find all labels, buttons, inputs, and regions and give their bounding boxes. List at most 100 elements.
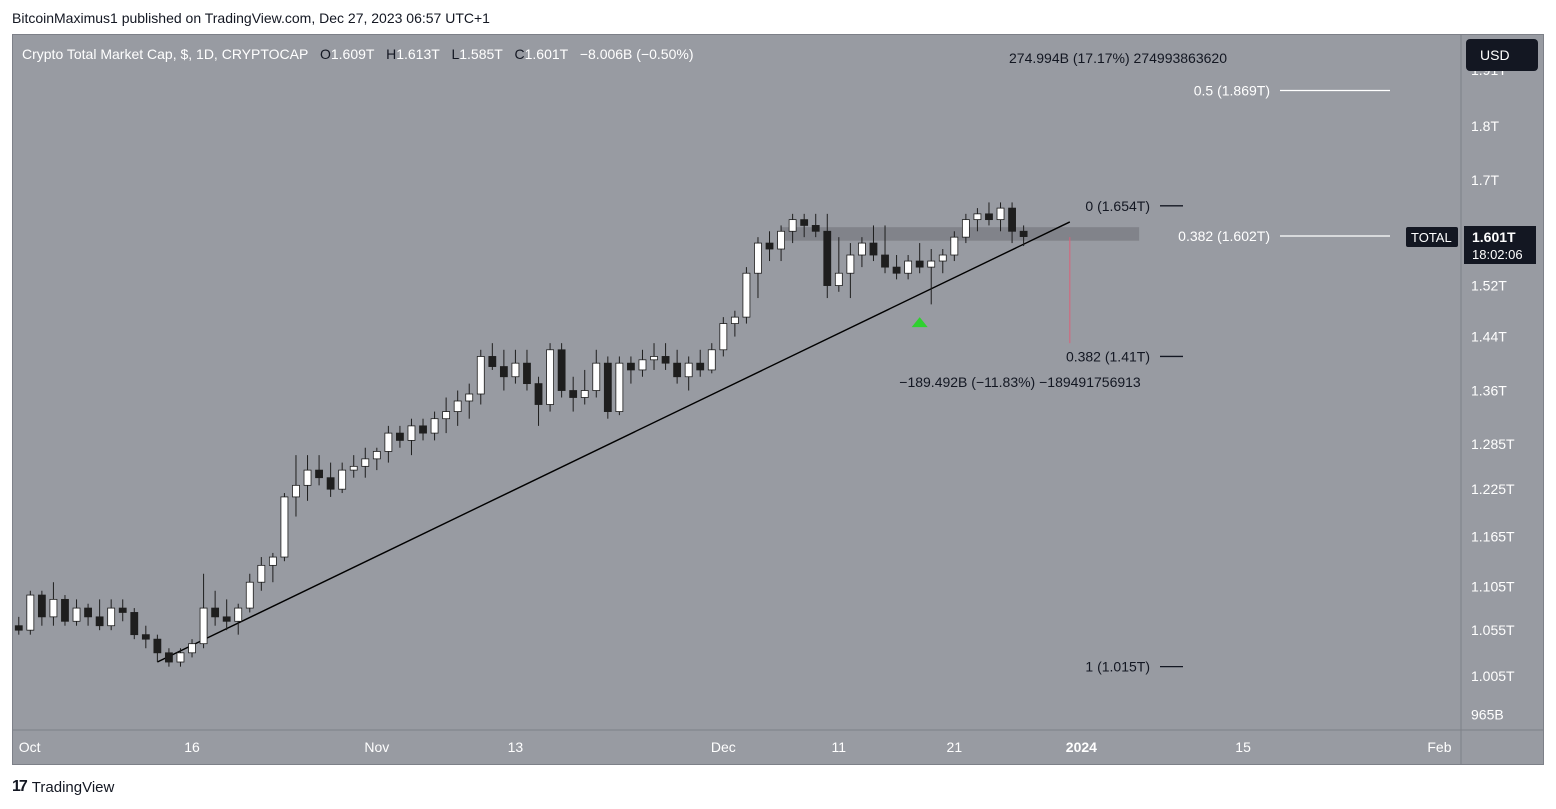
candle-body xyxy=(915,260,924,268)
legend-low: 1.585T xyxy=(459,46,503,62)
candle-up xyxy=(188,639,196,658)
candle-body xyxy=(927,260,936,268)
candle-down xyxy=(915,243,924,274)
candle-up xyxy=(49,582,58,626)
candle-body xyxy=(557,349,566,391)
currency-button[interactable]: USD xyxy=(1466,39,1538,71)
candle-body xyxy=(165,652,173,663)
symbol-tag-label: TOTAL xyxy=(1411,230,1452,245)
candle-up xyxy=(973,208,982,232)
candle-body xyxy=(107,607,116,627)
candle-down xyxy=(211,590,220,626)
candle-body xyxy=(338,469,347,490)
candle-body xyxy=(84,607,92,618)
price-tick-label: 1.7T xyxy=(1471,172,1499,188)
candle-body xyxy=(511,362,520,378)
price-tick-label: 1.225T xyxy=(1471,481,1515,497)
candle-body xyxy=(245,581,254,609)
fib-level-label: 1 (1.015T) xyxy=(1085,659,1150,675)
candle-body xyxy=(523,362,531,385)
candle-body xyxy=(280,496,289,558)
symbol-price-tag: TOTAL 1.601T 18:02:06 xyxy=(1406,226,1536,264)
candle-body xyxy=(580,390,589,398)
legend-low-label: L xyxy=(451,46,459,62)
candle-body xyxy=(442,411,451,420)
publisher-credit: BitcoinMaximus1 published on TradingView… xyxy=(12,10,490,26)
candle-body xyxy=(661,356,670,364)
trendline-layer xyxy=(157,221,1071,663)
candle-up xyxy=(372,447,381,471)
candle-body xyxy=(315,469,323,479)
price-tick-label: 1.36T xyxy=(1471,383,1507,399)
time-tick-label: 21 xyxy=(947,739,963,755)
time-tick-label: 15 xyxy=(1235,739,1251,755)
ascending-trendline[interactable] xyxy=(157,221,1071,663)
candle-body xyxy=(765,242,774,250)
price-axis[interactable]: 1.91T1.8T1.7T1.52T1.44T1.36T1.285T1.225T… xyxy=(1471,62,1515,722)
candle-body xyxy=(26,594,35,631)
candle-down xyxy=(488,343,497,370)
candle-body xyxy=(650,356,658,361)
candle-body xyxy=(303,469,312,486)
candle-down xyxy=(661,343,670,370)
candle-body xyxy=(211,607,220,618)
legend-high-label: H xyxy=(386,46,396,62)
candle-body xyxy=(638,359,647,371)
candle-up xyxy=(338,462,347,494)
time-tick-label: Oct xyxy=(19,739,41,755)
candle-down xyxy=(499,349,508,391)
candle-up xyxy=(834,237,843,292)
candle-down xyxy=(37,590,46,626)
candle-down xyxy=(1008,202,1016,244)
candle-body xyxy=(869,242,878,256)
candle-down xyxy=(603,356,612,419)
candle-body xyxy=(453,400,462,412)
price-tick-label: 1.055T xyxy=(1471,622,1515,638)
legend-open-label: O xyxy=(320,46,331,62)
measure-up-label: 274.994B (17.17%) 274993863620 xyxy=(1009,50,1227,66)
last-price-label: 1.601T xyxy=(1472,229,1516,245)
candle-body xyxy=(326,477,335,490)
candle-up xyxy=(788,213,797,244)
candle-up xyxy=(26,590,35,635)
candle-up xyxy=(72,599,81,626)
candle-up xyxy=(268,552,277,583)
candle-body xyxy=(199,607,208,645)
candle-down xyxy=(627,356,635,384)
time-tick-label: 16 xyxy=(184,739,200,755)
candle-down xyxy=(222,599,231,631)
candle-body xyxy=(361,458,370,467)
candle-up xyxy=(176,648,185,667)
candle-down xyxy=(823,213,832,299)
price-tick-label: 1.8T xyxy=(1471,118,1499,134)
candle-body xyxy=(696,362,705,371)
currency-label: USD xyxy=(1480,47,1510,63)
candle-down xyxy=(523,349,531,391)
candle-body xyxy=(465,393,474,402)
candle-body xyxy=(938,254,947,262)
legend-high: 1.613T xyxy=(396,46,440,62)
candle-up xyxy=(234,603,243,635)
candle-up xyxy=(904,255,913,280)
candle-down xyxy=(696,349,705,377)
legend-title: Crypto Total Market Cap, $, 1D, CRYPTOCA… xyxy=(22,46,308,62)
candle-down xyxy=(534,376,543,426)
candle-body xyxy=(153,638,162,654)
price-tick-label: 1.165T xyxy=(1471,529,1515,545)
candle-body xyxy=(904,260,913,274)
candle-up xyxy=(107,599,116,631)
time-axis[interactable]: Oct 16 Nov 13 Dec 11 21 2024 15 Feb xyxy=(19,739,1452,755)
fib-level-label: 0.382 (1.41T) xyxy=(1066,348,1150,364)
price-tick-label: 1.105T xyxy=(1471,578,1515,594)
candle-up xyxy=(754,237,762,299)
candle-body xyxy=(130,612,139,636)
candle-up xyxy=(950,231,959,262)
candle-up xyxy=(684,356,693,391)
candle-body xyxy=(141,634,150,640)
candle-body xyxy=(49,598,58,618)
chart-area[interactable] xyxy=(12,34,1544,765)
candle-body xyxy=(846,254,855,274)
candle-body xyxy=(592,362,601,391)
candle-body xyxy=(996,207,1005,221)
